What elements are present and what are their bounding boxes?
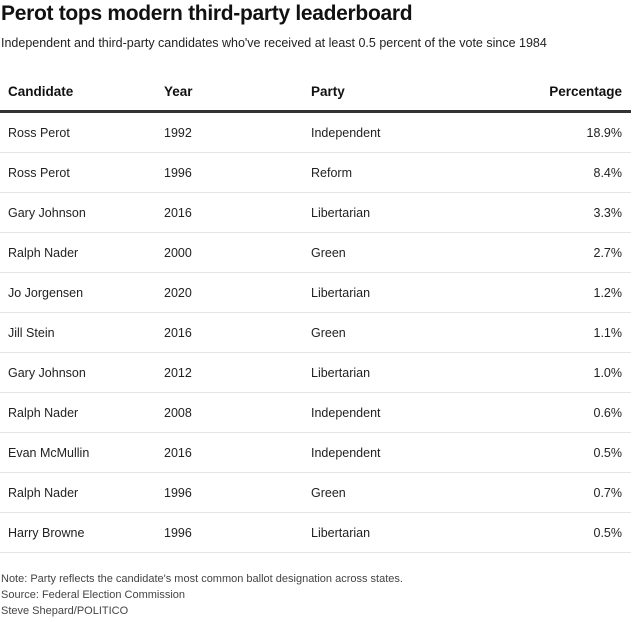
column-header-year[interactable]: Year [156,72,303,113]
cell-candidate: Ralph Nader [0,472,156,513]
footer: Note: Party reflects the candidate's mos… [1,571,403,619]
table-row: Harry Browne 1996 Libertarian 0.5% [0,512,631,553]
cell-candidate: Evan McMullin [0,432,156,473]
cell-party: Independent [303,392,499,433]
table-row: Ralph Nader 2008 Independent 0.6% [0,392,631,433]
cell-percentage: 2.7% [499,232,631,273]
cell-party: Green [303,312,499,353]
cell-year: 2016 [156,192,303,233]
cell-party: Independent [303,432,499,473]
table-row: Jo Jorgensen 2020 Libertarian 1.2% [0,272,631,313]
table-row: Gary Johnson 2012 Libertarian 1.0% [0,352,631,393]
leaderboard-table: Candidate Year Party Percentage Ross Per… [0,72,631,553]
cell-party: Libertarian [303,192,499,233]
cell-percentage: 18.9% [499,111,631,153]
cell-percentage: 0.5% [499,432,631,473]
cell-party: Green [303,232,499,273]
cell-percentage: 8.4% [499,152,631,193]
table-row: Jill Stein 2016 Green 1.1% [0,312,631,353]
cell-party: Reform [303,152,499,193]
column-header-party[interactable]: Party [303,72,499,113]
cell-percentage: 0.5% [499,512,631,553]
cell-candidate: Ross Perot [0,111,156,153]
cell-year: 1996 [156,512,303,553]
cell-year: 2012 [156,352,303,393]
cell-candidate: Ralph Nader [0,392,156,433]
column-header-candidate[interactable]: Candidate [0,72,156,113]
cell-year: 2000 [156,232,303,273]
cell-percentage: 3.3% [499,192,631,233]
cell-party: Green [303,472,499,513]
cell-candidate: Jo Jorgensen [0,272,156,313]
cell-candidate: Jill Stein [0,312,156,353]
cell-year: 2016 [156,432,303,473]
cell-year: 1992 [156,111,303,153]
cell-percentage: 1.0% [499,352,631,393]
cell-candidate: Gary Johnson [0,352,156,393]
cell-candidate: Gary Johnson [0,192,156,233]
cell-year: 2008 [156,392,303,433]
header-row: Candidate Year Party Percentage [0,72,631,113]
credit: Steve Shepard/POLITICO [1,605,129,617]
cell-candidate: Harry Browne [0,512,156,553]
cell-year: 2020 [156,272,303,313]
footnote: Note: Party reflects the candidate's mos… [1,573,403,585]
page-title: Perot tops modern third-party leaderboar… [1,2,413,25]
cell-candidate: Ross Perot [0,152,156,193]
table-row: Ralph Nader 1996 Green 0.7% [0,472,631,513]
cell-percentage: 0.7% [499,472,631,513]
cell-party: Libertarian [303,272,499,313]
cell-party: Libertarian [303,512,499,553]
cell-year: 2016 [156,312,303,353]
cell-candidate: Ralph Nader [0,232,156,273]
cell-year: 1996 [156,472,303,513]
source: Source: Federal Election Commission [1,589,186,601]
table-row: Ross Perot 1992 Independent 18.9% [0,111,631,153]
cell-percentage: 1.2% [499,272,631,313]
subtitle: Independent and third-party candidates w… [1,36,547,50]
table-row: Gary Johnson 2016 Libertarian 3.3% [0,192,631,233]
cell-year: 1996 [156,152,303,193]
cell-party: Independent [303,111,499,153]
cell-party: Libertarian [303,352,499,393]
cell-percentage: 0.6% [499,392,631,433]
table-row: Evan McMullin 2016 Independent 0.5% [0,432,631,473]
table-row: Ralph Nader 2000 Green 2.7% [0,232,631,273]
column-header-percentage[interactable]: Percentage [499,72,631,113]
cell-percentage: 1.1% [499,312,631,353]
table-row: Ross Perot 1996 Reform 8.4% [0,152,631,193]
